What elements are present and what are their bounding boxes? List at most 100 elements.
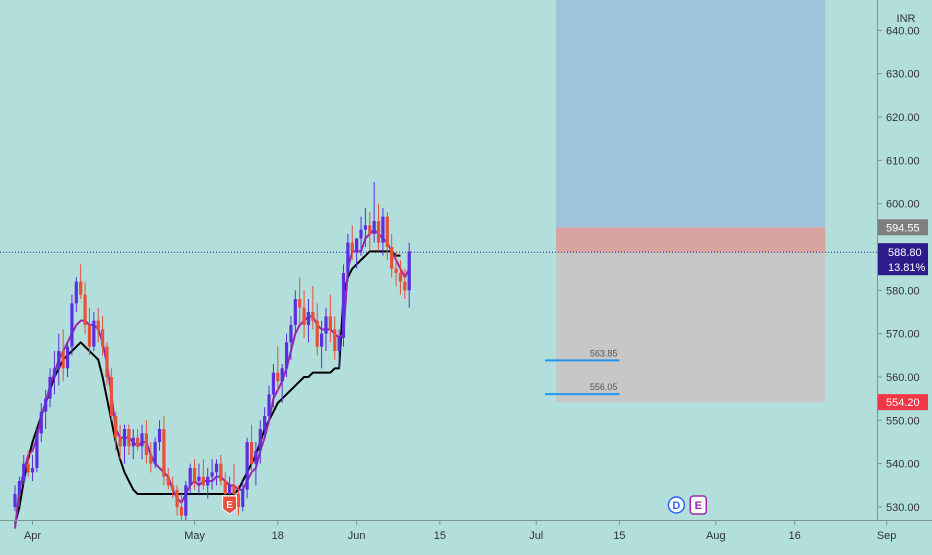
dividend-marker [667, 496, 686, 514]
time-tick-label: 15 [613, 530, 625, 542]
candle-body [398, 273, 403, 282]
candle-body [201, 476, 205, 486]
candle-body [109, 377, 113, 416]
price-tick-label: 580.00 [886, 285, 920, 297]
candle-body [403, 281, 407, 291]
candle-body [363, 225, 367, 230]
candle-body [48, 377, 52, 399]
time-tick-label: Sep [877, 530, 897, 542]
candle-body [140, 433, 144, 447]
time-tick-label: May [184, 530, 205, 542]
time-tick-label: 18 [272, 530, 284, 542]
candle-body [245, 442, 249, 490]
candle-body [214, 463, 219, 473]
candle-body [258, 429, 262, 451]
time-tick-label: 16 [789, 530, 801, 542]
candle-body [390, 247, 394, 269]
candle-body [385, 216, 389, 247]
time-axis[interactable]: Apr May 18 Jun 15 Jul 15 Aug 16 Sep [0, 520, 932, 542]
candle-body [87, 325, 92, 347]
candle-body [228, 485, 232, 494]
price-label-badge [878, 394, 928, 411]
candle-body [249, 442, 254, 464]
candle-body [333, 329, 337, 351]
candle-body [153, 442, 157, 464]
price-tick-label: 550.00 [886, 415, 920, 427]
candle-body [136, 437, 140, 447]
candle-body [171, 485, 175, 490]
price-levels: 563.85 556.05 [544, 348, 620, 396]
candle-body [22, 463, 26, 481]
candle-body [39, 411, 43, 434]
candle-body [149, 455, 153, 464]
candle-body [114, 416, 118, 438]
candle-body [320, 333, 324, 347]
candle-body [188, 468, 192, 486]
candle-body [17, 481, 21, 494]
last-price-badge [878, 243, 928, 276]
candle-body [192, 468, 197, 481]
candle-body [166, 476, 170, 486]
candle-body [381, 216, 385, 243]
candle-body [302, 307, 306, 325]
candle-body [254, 450, 258, 464]
price-tick-label: 530.00 [886, 502, 920, 514]
candle-body [407, 251, 411, 291]
position-zones[interactable] [0, 0, 877, 403]
entry-band [556, 227, 826, 253]
candle-body [359, 229, 363, 239]
candle-body [57, 351, 61, 369]
candle-body [105, 346, 109, 377]
candle-body [26, 463, 30, 473]
candle-body [276, 372, 280, 382]
candle-body [337, 338, 341, 351]
last-price-text: 588.80 [888, 247, 922, 259]
earnings-marker [689, 495, 708, 515]
price-tick-label: 610.00 [886, 155, 920, 167]
candle-body [175, 489, 179, 507]
candle-body [284, 342, 289, 369]
earnings-marker-letter: E [226, 500, 233, 511]
earnings-marker-letter: E [695, 500, 702, 512]
candle-body [350, 242, 354, 252]
candle-body [315, 320, 319, 347]
candle-body [127, 429, 131, 447]
time-tick-label: Jul [529, 530, 543, 542]
candle-body [61, 351, 65, 369]
candle-body [210, 472, 214, 477]
candle-body [241, 489, 245, 507]
candle-body [223, 481, 227, 494]
candle-body [118, 437, 122, 447]
price-tick-label: 640.00 [886, 25, 920, 37]
candle-body [101, 329, 105, 347]
candle-body [263, 416, 267, 429]
level-label: 556.05 [590, 382, 618, 392]
candle-body [280, 368, 284, 382]
candle-body [355, 238, 359, 252]
candle-body [52, 368, 57, 377]
candle-body [289, 325, 293, 343]
price-tick-label: 620.00 [886, 112, 920, 124]
candle-body [184, 485, 188, 516]
candle-body [44, 398, 48, 412]
candle-body [30, 468, 35, 473]
stop-zone [556, 252, 826, 403]
price-tick-label: 630.00 [886, 69, 920, 81]
candle-body [144, 433, 148, 455]
candle-body [179, 507, 184, 516]
candle-body [298, 299, 302, 308]
time-tick-label: 15 [434, 530, 446, 542]
candle-body [83, 294, 87, 325]
candle-body [341, 273, 346, 338]
price-tick-label: 560.00 [886, 372, 920, 384]
candle-body [346, 242, 350, 273]
candle-body [35, 433, 39, 468]
level-label: 563.85 [590, 348, 618, 358]
candle-body [293, 299, 297, 325]
time-tick-label: Apr [24, 530, 41, 542]
candle-body [311, 312, 315, 321]
candle-body [79, 281, 83, 295]
